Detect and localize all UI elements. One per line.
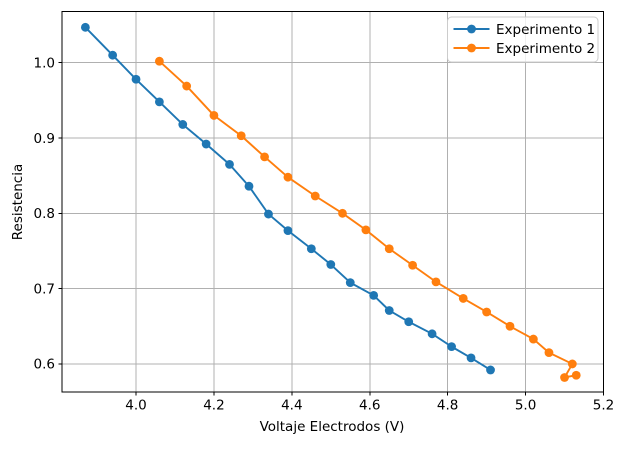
data-point-marker xyxy=(283,172,293,182)
y-tick-label: 0.6 xyxy=(34,357,55,373)
x-tick-label: 4.0 xyxy=(125,397,146,413)
data-point-marker xyxy=(154,97,164,107)
x-tick-label: 4.6 xyxy=(359,397,380,413)
y-axis-label: Resistencia xyxy=(10,164,26,241)
data-point-marker xyxy=(260,152,269,162)
legend-handle-marker xyxy=(467,24,476,34)
legend-handle-marker xyxy=(467,43,476,53)
data-point-marker xyxy=(431,277,441,287)
data-point-marker xyxy=(384,244,394,254)
y-tick-label: 0.7 xyxy=(34,281,55,297)
plot-border xyxy=(61,11,604,393)
data-point-marker xyxy=(567,359,577,369)
data-point-marker xyxy=(283,226,293,236)
data-point-marker xyxy=(427,329,437,339)
data-point-marker xyxy=(369,291,379,300)
data-point-marker xyxy=(108,50,118,60)
data-point-marker xyxy=(384,306,394,315)
x-tick-label: 4.8 xyxy=(437,397,458,413)
data-point-marker xyxy=(408,260,418,270)
x-axis-label: Voltaje Electrodos (V) xyxy=(260,419,405,435)
series-line xyxy=(84,26,492,371)
legend-label: Experimento 1 xyxy=(496,22,595,38)
y-tick-label: 1.0 xyxy=(34,56,55,72)
data-point-marker xyxy=(505,321,515,331)
data-point-marker xyxy=(264,209,273,219)
data-point-marker xyxy=(482,307,492,317)
x-tick-label: 5.2 xyxy=(593,397,614,413)
y-tick-label: 0.8 xyxy=(34,206,55,222)
data-point-marker xyxy=(182,81,192,91)
x-tick-label: 5.0 xyxy=(515,397,536,413)
legend-label: Experimento 2 xyxy=(496,41,595,57)
data-point-marker xyxy=(338,208,347,218)
data-point-marker xyxy=(178,120,188,129)
axes-spines xyxy=(61,11,604,393)
series-2 xyxy=(154,56,581,382)
data-point-marker xyxy=(225,159,234,169)
data-point-marker xyxy=(310,191,320,201)
grid xyxy=(62,11,604,392)
data-point-marker xyxy=(560,373,569,382)
legend-item: Experimento 2 xyxy=(453,41,595,57)
data-point-marker xyxy=(361,225,371,235)
legend-item: Experimento 1 xyxy=(453,22,595,38)
x-tick-label: 4.2 xyxy=(203,397,224,413)
data-point-marker xyxy=(404,317,414,327)
data-point-marker xyxy=(528,334,538,344)
data-point-marker xyxy=(236,131,246,141)
data-point-marker xyxy=(486,365,495,375)
legend: Experimento 1 Experimento 2 xyxy=(447,16,599,63)
series-layer xyxy=(80,22,581,382)
data-point-marker xyxy=(306,244,316,254)
data-point-marker xyxy=(80,22,90,32)
x-tick-label: 4.4 xyxy=(281,397,302,413)
data-point-marker xyxy=(571,370,581,380)
y-tick-label: 0.9 xyxy=(34,131,55,147)
data-point-marker xyxy=(201,139,211,149)
series-line xyxy=(158,60,577,379)
axis-ticks: 4.0 4.2 4.4 4.6 4.8 5.0 5.2 0.6 0.7 0.8 0.9 1.0 xyxy=(34,56,615,414)
data-point-marker xyxy=(244,181,254,191)
series-1 xyxy=(80,22,495,375)
data-point-marker xyxy=(447,342,456,352)
data-point-marker xyxy=(345,278,355,288)
data-point-marker xyxy=(209,111,219,120)
data-point-marker xyxy=(326,260,336,269)
data-point-marker xyxy=(466,353,476,363)
data-point-marker xyxy=(458,294,468,303)
data-point-marker xyxy=(131,74,141,84)
data-point-marker xyxy=(154,56,164,66)
data-point-marker xyxy=(544,348,554,358)
